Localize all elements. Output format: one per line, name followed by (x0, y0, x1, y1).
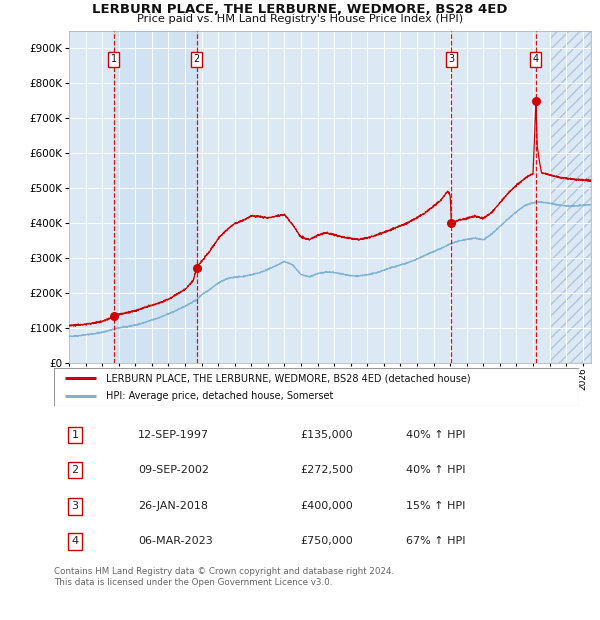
Text: 09-SEP-2002: 09-SEP-2002 (138, 465, 209, 475)
Text: 26-JAN-2018: 26-JAN-2018 (138, 502, 208, 512)
Text: 1: 1 (110, 54, 117, 64)
Bar (114, 31, 197, 363)
Text: 06-MAR-2023: 06-MAR-2023 (138, 536, 213, 546)
Text: LERBURN PLACE, THE LERBURNE, WEDMORE, BS28 4ED (detached house): LERBURN PLACE, THE LERBURNE, WEDMORE, BS… (107, 373, 471, 383)
Text: £400,000: £400,000 (301, 502, 353, 512)
Text: 4: 4 (71, 536, 79, 546)
Text: £750,000: £750,000 (301, 536, 353, 546)
Text: 40% ↑ HPI: 40% ↑ HPI (406, 465, 465, 475)
Text: Price paid vs. HM Land Registry's House Price Index (HPI): Price paid vs. HM Land Registry's House … (137, 14, 463, 24)
Text: 15% ↑ HPI: 15% ↑ HPI (406, 502, 465, 512)
Text: 4: 4 (533, 54, 539, 64)
Text: 12-SEP-1997: 12-SEP-1997 (138, 430, 209, 440)
Text: £135,000: £135,000 (301, 430, 353, 440)
Text: 2: 2 (193, 54, 200, 64)
FancyBboxPatch shape (54, 368, 579, 406)
Text: HPI: Average price, detached house, Somerset: HPI: Average price, detached house, Some… (107, 391, 334, 402)
Text: 2: 2 (71, 465, 79, 475)
Bar (551, 31, 591, 363)
Text: 3: 3 (71, 502, 79, 512)
Text: 67% ↑ HPI: 67% ↑ HPI (406, 536, 465, 546)
Text: 1: 1 (71, 430, 79, 440)
Text: LERBURN PLACE, THE LERBURNE, WEDMORE, BS28 4ED: LERBURN PLACE, THE LERBURNE, WEDMORE, BS… (92, 3, 508, 16)
Text: Contains HM Land Registry data © Crown copyright and database right 2024.
This d: Contains HM Land Registry data © Crown c… (54, 567, 394, 587)
Text: 3: 3 (448, 54, 454, 64)
Text: 40% ↑ HPI: 40% ↑ HPI (406, 430, 465, 440)
Text: £272,500: £272,500 (301, 465, 354, 475)
